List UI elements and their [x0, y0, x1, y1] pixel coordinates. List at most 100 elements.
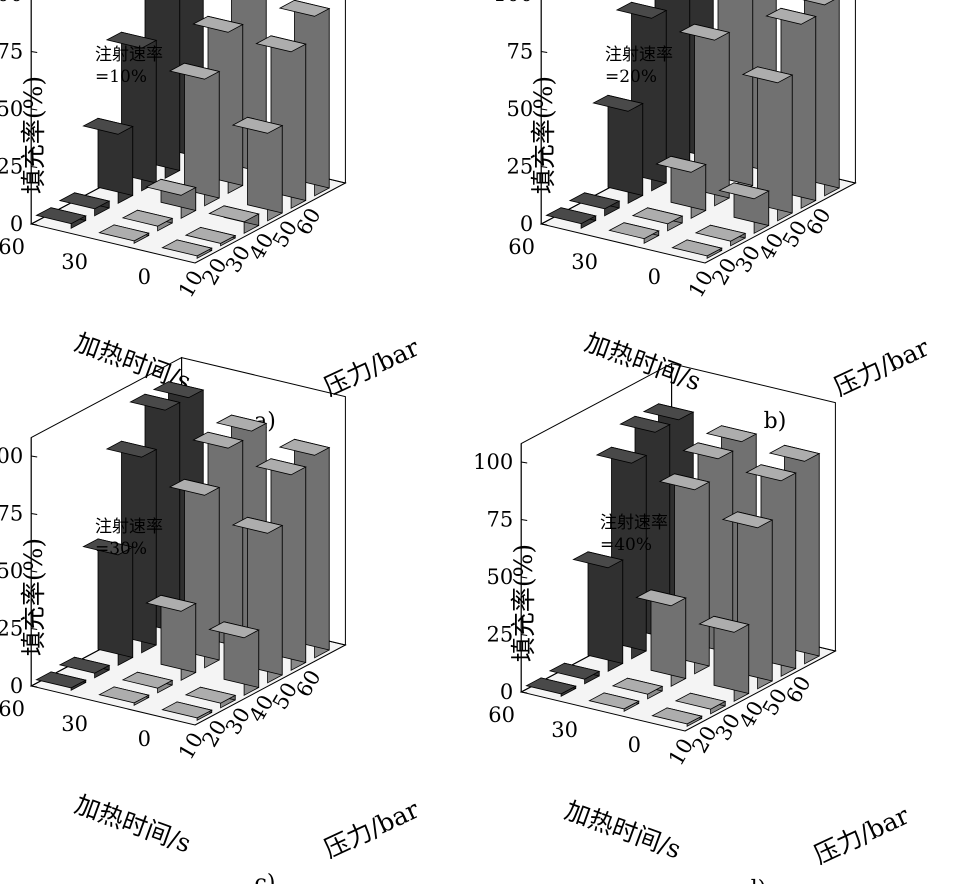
z-tick	[31, 455, 38, 458]
bar-t30-p50	[192, 15, 244, 194]
time-tick-label: 60	[0, 697, 25, 721]
bar-t30-p10	[588, 692, 640, 712]
z-tick-label: 50	[486, 565, 513, 589]
bar-t30-p40	[168, 62, 221, 207]
bar-t0-p30	[208, 205, 260, 234]
time-tick-label: 30	[571, 250, 598, 274]
z-tick-label: 100	[493, 0, 533, 6]
z-tick-label: 25	[0, 617, 23, 641]
bar-t60-p10	[35, 671, 87, 691]
z-tick-label: 0	[10, 212, 23, 236]
panel-label: b)	[764, 409, 787, 434]
z-tick	[31, 513, 38, 515]
bar-t30-p20	[611, 677, 664, 700]
z-tick	[541, 51, 548, 53]
z-tick	[521, 461, 528, 464]
z-tick-label: 75	[486, 508, 513, 532]
z-tick	[541, 108, 548, 111]
time-tick-label: 30	[551, 718, 578, 742]
time-axis-title: 加热时间/s	[581, 328, 705, 397]
time-tick-label: 30	[61, 250, 88, 274]
bar-t30-p40	[678, 23, 731, 207]
time-tick-label: 60	[488, 703, 515, 727]
z-tick-label: 50	[0, 559, 23, 583]
z-tick	[521, 519, 528, 521]
z-tick-label: 75	[506, 40, 533, 64]
z-tick	[31, 223, 38, 226]
injection-rate-annotation: =40%	[600, 535, 652, 555]
injection-rate-annotation: 注射速率	[95, 45, 163, 65]
chart-panel-c: 025507510010203040506060300填充率(%)加热时间/s压…	[0, 356, 423, 884]
pressure-axis-title: 压力/bar	[319, 795, 423, 864]
z-tick-label: 100	[0, 444, 23, 468]
injection-rate-annotation: 注射速率	[600, 513, 668, 533]
z-tick	[31, 108, 38, 111]
bar-t0-p20	[184, 686, 237, 709]
chart-panel-a: 025507510010203040506060300填充率(%)加热时间/s压…	[0, 0, 423, 434]
z-tick-label: 75	[0, 40, 23, 64]
bar-t60-p10	[545, 207, 597, 229]
pressure-axis-title: 压力/bar	[829, 333, 933, 402]
time-tick-label: 30	[61, 712, 88, 736]
z-tick-label: 100	[473, 450, 513, 474]
bar-t0-p10	[161, 239, 213, 259]
z-tick	[521, 576, 528, 579]
injection-rate-annotation: 注射速率	[605, 45, 673, 65]
bar-t60-p20	[548, 662, 601, 685]
injection-rate-annotation: =10%	[95, 67, 147, 87]
bar-t60-p10	[35, 207, 87, 229]
z-tick-label: 25	[0, 155, 23, 179]
bar-t60-p30	[592, 94, 644, 204]
bar-t0-p30	[718, 182, 770, 234]
bar-t0-p20	[694, 224, 747, 247]
bar-t60-p20	[58, 192, 111, 217]
bar-t30-p40	[168, 478, 221, 669]
z-tick-label: 25	[486, 623, 513, 647]
bar-t0-p30	[208, 621, 260, 696]
bar-t0-p10	[651, 707, 703, 727]
bar-t30-p30	[655, 155, 707, 219]
bar-t60-p30	[572, 551, 624, 672]
z-tick-label: 50	[506, 97, 533, 121]
z-tick-label: 75	[0, 502, 23, 526]
z-axis-title: 填充率(%)	[19, 538, 48, 656]
z-tick	[31, 51, 38, 53]
z-tick-label: 25	[506, 155, 533, 179]
bar-t0-p10	[161, 701, 213, 721]
bar-t0-p30	[698, 615, 750, 702]
bar-t60-p20	[58, 656, 111, 679]
chart-panel-b: 025507510010203040506060300填充率(%)加热时间/s压…	[493, 0, 933, 434]
panel-label: d)	[744, 877, 767, 884]
bar-t0-p20	[184, 226, 237, 247]
time-axis-title: 加热时间/s	[71, 790, 195, 859]
z-tick-label: 100	[0, 0, 23, 6]
bar-t30-p30	[145, 178, 197, 219]
z-tick	[31, 628, 38, 630]
bar-t30-p10	[608, 222, 660, 244]
z-tick-label: 0	[520, 212, 533, 236]
time-tick-label: 0	[648, 265, 661, 289]
time-tick-label: 0	[628, 733, 641, 757]
z-tick	[31, 166, 38, 168]
z-tick	[521, 691, 528, 694]
time-tick-label: 0	[138, 727, 151, 751]
z-tick-label: 0	[10, 674, 23, 698]
time-axis-title: 加热时间/s	[561, 796, 685, 865]
z-tick	[541, 166, 548, 168]
time-tick-label: 0	[138, 265, 151, 289]
z-axis-title: 填充率(%)	[19, 76, 48, 194]
time-tick-label: 60	[508, 235, 535, 259]
bar-t30-p10	[98, 686, 150, 706]
time-tick-label: 60	[0, 235, 25, 259]
injection-rate-annotation: =20%	[605, 67, 657, 87]
z-axis-title: 填充率(%)	[529, 76, 558, 194]
bar-t30-p20	[121, 671, 174, 694]
bar-t0-p10	[671, 239, 723, 259]
z-axis-title: 填充率(%)	[509, 544, 538, 662]
z-tick-label: 0	[500, 680, 513, 704]
z-tick	[541, 223, 548, 226]
injection-rate-annotation: 注射速率	[95, 517, 163, 537]
z-tick	[31, 685, 38, 688]
